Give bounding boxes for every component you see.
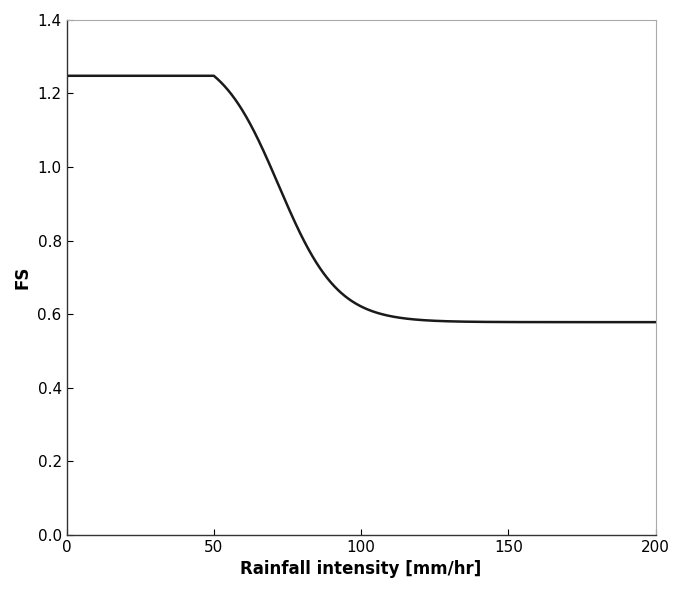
X-axis label: Rainfall intensity [mm/hr]: Rainfall intensity [mm/hr]	[241, 560, 482, 578]
Y-axis label: FS: FS	[14, 266, 32, 289]
